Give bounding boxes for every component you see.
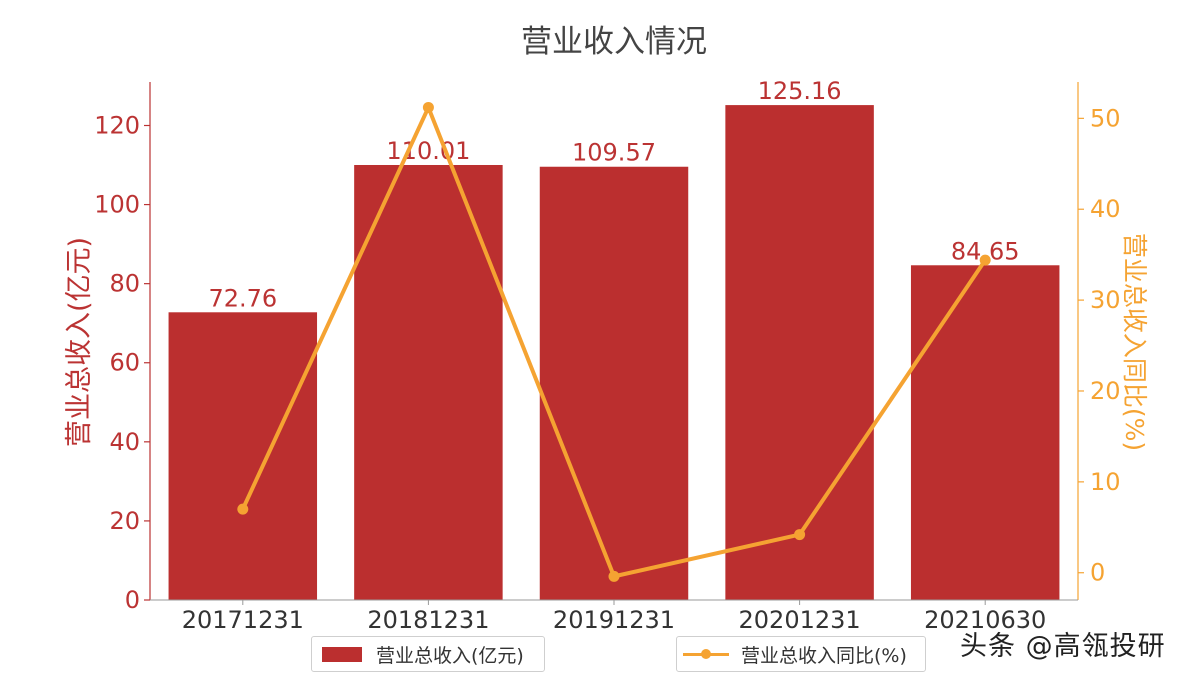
bar-20191231 [539,166,689,601]
bar-label-20191231: 109.57 [572,139,656,167]
growth-point-20181231 [422,101,434,113]
right-axis: 0 10 20 30 40 50 [1077,82,1121,600]
left-tick-label-0: 0 [125,586,140,614]
y-axis-label-left: 营业总收入(亿元) [64,237,95,447]
watermark: 头条 @高瓴投研 [960,631,1166,662]
bar-20201231 [725,105,874,600]
growth-point-20210630 [979,254,991,266]
legend-label-revenue: 营业总收入(亿元) [376,644,524,667]
legend-swatch-line [683,646,729,662]
right-tick-label-20: 20 [1090,377,1121,405]
x-tick-label-20181231: 20181231 [367,606,489,634]
line-series [237,101,991,582]
left-tick-label-100: 100 [94,191,140,219]
right-tick-label-30: 30 [1090,286,1121,314]
growth-point-20171231 [237,503,249,515]
x-tick-label-20191231: 20191231 [553,606,675,634]
left-tick-label-80: 80 [109,270,140,298]
left-tick-label-20: 20 [109,507,140,535]
bar-20210630 [910,265,1060,600]
right-tick-label-10: 10 [1090,468,1121,496]
left-axis: 0 20 40 60 80 100 120 [94,82,151,614]
x-axis: 20171231 20181231 20191231 20201231 20210630 [150,599,1078,634]
legend-label-growth: 营业总收入同比(%) [741,644,907,667]
left-tick-label-40: 40 [109,428,140,456]
bar-label-20171231: 72.76 [208,284,277,312]
y-axis-label-right: 营业总收入同比(%) [1120,233,1149,451]
bars [168,105,1060,601]
bar-20181231 [354,164,503,600]
growth-point-20191231 [608,570,620,582]
x-tick-label-20171231: 20171231 [182,606,304,634]
growth-point-20201231 [794,529,806,541]
right-tick-label-40: 40 [1090,195,1121,223]
bar-label-20181231: 110.01 [386,137,470,165]
left-tick-label-60: 60 [109,349,140,377]
right-tick-label-0: 0 [1090,559,1105,587]
legend-swatch-bar [322,646,362,662]
chart-title: 营业收入情况 [521,24,707,60]
x-tick-label-20201231: 20201231 [739,606,861,634]
bar-20171231 [168,312,318,600]
left-tick-label-120: 120 [94,111,140,139]
right-tick-label-50: 50 [1090,104,1121,132]
legend-item-growth: 营业总收入同比(%) [676,636,926,672]
bar-label-20201231: 125.16 [758,77,842,105]
legend-item-revenue: 营业总收入(亿元) [311,636,545,672]
x-tick-label-20210630: 20210630 [924,606,1046,634]
